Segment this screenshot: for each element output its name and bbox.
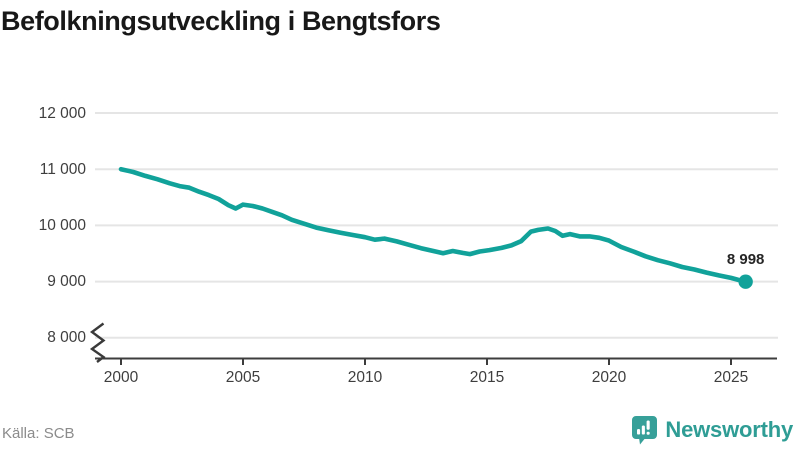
y-tick-label: 9 000 [47, 273, 86, 291]
y-tick-label: 12 000 [38, 104, 86, 122]
last-value-label: 8 998 [726, 250, 765, 268]
axis-break-icon [89, 322, 106, 363]
newsworthy-chart-bubble-icon [632, 416, 658, 445]
source-label: Källa: SCB [2, 425, 75, 442]
x-tick-label: 2010 [347, 369, 383, 386]
newsworthy-logo[interactable]: Newsworthy [630, 415, 793, 445]
population-line [118, 166, 748, 285]
x-tick-label: 2020 [591, 369, 627, 386]
newsworthy-wordmark: Newsworthy [665, 417, 793, 442]
y-tick-label: 8 000 [47, 329, 86, 347]
x-tick-label: 2005 [225, 369, 261, 386]
chart-title: Befolkningsutveckling i Bengtsfors [1, 6, 441, 36]
x-tick-label: 2000 [103, 369, 139, 386]
y-tick-label: 10 000 [38, 216, 86, 234]
end-point-dot [738, 274, 753, 289]
x-tick-label: 2015 [469, 369, 505, 386]
y-tick-label: 11 000 [39, 160, 86, 178]
x-tick-label: 2025 [713, 369, 749, 386]
